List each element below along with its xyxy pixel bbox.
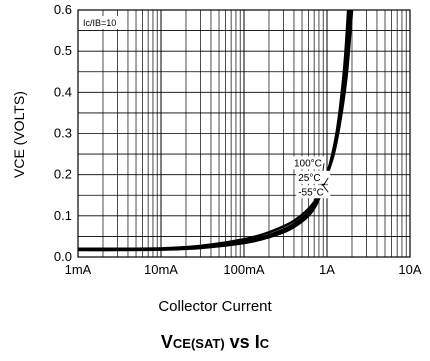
condition-label: Ic/IB=10 (83, 18, 116, 28)
x-tick-label: 1mA (65, 262, 92, 277)
y-tick-label: 0.1 (54, 208, 72, 223)
title-mid: vs I (224, 332, 260, 352)
y-tick-label: 0.0 (54, 249, 72, 264)
title-main: V (160, 332, 173, 352)
chart-title: VCE(SAT) vs IC (0, 332, 430, 353)
legend-label: 25°C (298, 173, 320, 184)
grid (77, 10, 410, 257)
y-tick-label: 0.5 (54, 43, 72, 58)
y-tick-label: 0.4 (54, 84, 72, 99)
series-group (77, 9, 354, 252)
legend-label-bg (291, 156, 326, 170)
tick-labels: 1mA 10mA 100mA 1A 10A 0.0 0.1 0.2 0.3 0.4 0.5 0.6 (54, 2, 422, 277)
x-tick-label: 10mA (144, 262, 178, 277)
y-axis-label: VCE (VOLTS) (11, 91, 27, 178)
condition-box (79, 16, 123, 29)
series-line (78, 9, 354, 251)
x-tick-label: 10A (398, 262, 421, 277)
legend-label-bg (296, 185, 331, 199)
y-tick-label: 0.2 (54, 167, 72, 182)
legend-label: 100°C (294, 158, 322, 169)
chart-svg: 1mA 10mA 100mA 1A 10A 0.0 0.1 0.2 0.3 0.4 0.5 0.6 I… (11, 2, 422, 277)
title-sub2: C (259, 336, 270, 351)
x-tick-label: 100mA (223, 262, 265, 277)
x-axis-label: Collector Current (158, 298, 272, 315)
x-tick-label: 1A (319, 262, 335, 277)
y-tick-label: 0.3 (54, 126, 72, 141)
legend-label: -55°C (298, 187, 324, 198)
title-sub: CE(SAT) (172, 336, 225, 351)
legend: 100°C 25°C -55°C (291, 156, 331, 199)
plot-frame (77, 9, 411, 258)
y-tick-label: 0.6 (54, 2, 72, 17)
legend-label-bg (296, 170, 331, 184)
legend-leader-line (322, 184, 329, 193)
